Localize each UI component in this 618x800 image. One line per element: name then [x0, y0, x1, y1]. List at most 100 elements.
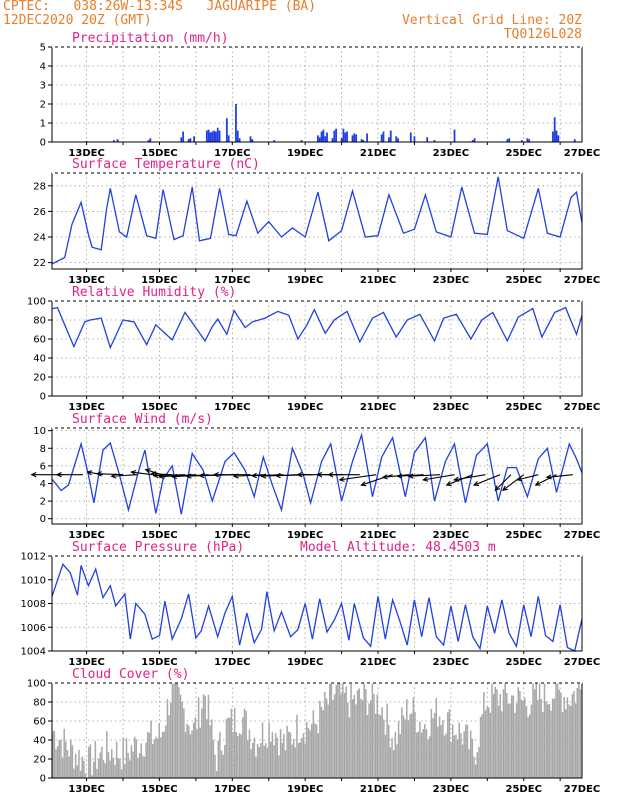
cloud-bar	[191, 730, 193, 778]
cloud-bar	[450, 742, 452, 778]
wind-vector-head	[152, 472, 159, 479]
cloud-bar	[420, 732, 423, 778]
cloud-bar	[127, 752, 129, 778]
precip-bar	[360, 139, 363, 142]
cloud-bar	[545, 701, 547, 778]
x-tick-label: 17DEC	[214, 148, 250, 159]
cloud-bar	[115, 741, 118, 778]
cloud-bar	[250, 749, 252, 778]
cloud-bar	[219, 731, 221, 778]
precip-bar	[351, 135, 354, 142]
cloud-bar	[561, 712, 564, 778]
cloud-bar	[283, 734, 285, 778]
x-tick-label: 19DEC	[287, 530, 323, 541]
cloud-bar	[194, 717, 197, 778]
precip-bar	[557, 135, 560, 142]
cloud-bar	[524, 697, 526, 778]
cloud-bar	[386, 703, 388, 778]
cloud-bar	[60, 739, 62, 778]
cloud-bar	[358, 688, 361, 778]
x-tick-label: 15DEC	[141, 784, 177, 795]
cloud-bar	[465, 724, 467, 778]
precip-bar	[551, 131, 554, 142]
cloud-bar	[404, 719, 406, 778]
x-tick-label: 27DEC	[564, 657, 600, 668]
cloud-bar	[425, 729, 428, 778]
cloud-bar	[342, 683, 344, 778]
precip-bar	[528, 139, 531, 142]
wind-vector-head	[327, 472, 334, 478]
x-tick-label: 27DEC	[564, 784, 600, 795]
x-tick-label: 25DEC	[506, 402, 542, 413]
wind-vector	[97, 473, 124, 476]
cloud-bar	[130, 745, 133, 778]
cloud-bar	[417, 731, 420, 778]
cloud-bar	[463, 731, 465, 778]
cloud-bar	[343, 692, 346, 778]
precip-bar	[333, 130, 336, 142]
x-tick-label: 13DEC	[68, 657, 104, 668]
temp-series-line	[51, 176, 583, 265]
cloud-bar	[437, 726, 439, 778]
cloud-bar	[442, 720, 444, 778]
cloud-bar	[430, 708, 433, 778]
precip-bar	[326, 132, 328, 142]
panel-temp: 22 24 26 28 13DEC 15DEC 17DEC 19DEC 21DEC 23DEC 25…	[33, 157, 600, 286]
wind-vector-head	[260, 473, 267, 479]
cloud-bar	[394, 731, 397, 778]
cloud-bar	[378, 714, 380, 778]
pressure-series-line	[51, 563, 583, 652]
cloud-bar	[151, 744, 154, 778]
x-tick-label: 17DEC	[214, 530, 250, 541]
cloud-bar	[284, 750, 287, 778]
cloud-bar	[137, 757, 139, 778]
header-station-info: CPTEC: 038:26W-13:34S JAGUARIPE (BA) 12D…	[3, 0, 316, 28]
cloud-bar	[122, 737, 124, 778]
precip-bar	[318, 137, 321, 142]
cloud-bar	[478, 747, 480, 778]
cloud-bar	[571, 694, 574, 778]
cloud-bar	[543, 683, 546, 778]
cloud-bar	[220, 750, 223, 778]
cloud-bar	[551, 698, 554, 778]
cloud-bar	[281, 742, 283, 778]
cloud-bar	[458, 722, 460, 778]
cloud-bar	[487, 707, 490, 778]
x-tick-label: 25DEC	[506, 275, 542, 286]
cloud-bar	[576, 687, 579, 778]
cloud-bar	[291, 744, 293, 778]
cloud-bar	[353, 695, 356, 778]
precip-bar	[433, 140, 436, 142]
cloud-bar	[438, 716, 441, 778]
precip-bar	[249, 136, 252, 142]
cloud-bar	[491, 683, 493, 778]
x-tick-label: 27DEC	[564, 275, 600, 286]
y-tick-label: 60	[33, 335, 46, 346]
cloud-bar	[558, 689, 560, 778]
x-tick-label: 17DEC	[214, 657, 250, 668]
cloud-bar	[424, 724, 426, 778]
y-tick-label: 5	[40, 43, 46, 54]
wind-vector-head	[232, 473, 239, 479]
cloud-bar	[502, 689, 505, 778]
precip-bar	[211, 131, 214, 142]
wind-vector-head	[445, 481, 452, 486]
y-tick-label: 2	[40, 100, 46, 111]
cloud-bar	[78, 749, 80, 778]
precip-bar	[213, 130, 215, 142]
cloud-bar	[414, 711, 416, 778]
cloud-bar	[112, 757, 115, 778]
cloud-bar	[479, 717, 482, 778]
y-tick-label: 80	[33, 698, 46, 709]
cloud-bar	[273, 745, 275, 778]
cloud-bar	[338, 683, 341, 778]
cloud-bar	[106, 731, 108, 778]
cloud-bar	[469, 730, 472, 778]
cloud-bar	[384, 734, 387, 778]
cloud-bar	[150, 720, 152, 778]
y-tick-label: 0	[40, 138, 46, 149]
cloud-bar	[399, 734, 401, 778]
precip-bar	[251, 139, 254, 142]
x-tick-label: 27DEC	[564, 530, 600, 541]
precip-bar	[193, 136, 195, 142]
